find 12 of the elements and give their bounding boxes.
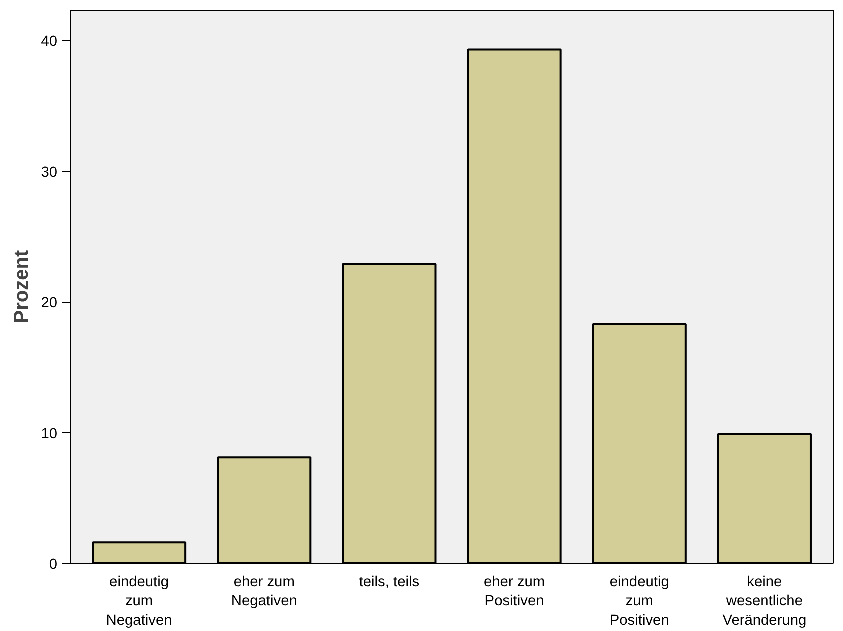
y-tick-label: 20 — [41, 296, 58, 312]
y-axis-title: Prozent — [11, 250, 34, 324]
x-tick-label: eher zum Negativen — [231, 574, 298, 610]
x-tick-label: eindeutig zum Positiven — [610, 574, 670, 629]
y-tick-label: 40 — [41, 34, 58, 50]
y-tick-label: 30 — [41, 164, 58, 181]
y-tick-label: 10 — [41, 426, 58, 442]
y-tick-label: 0 — [49, 557, 58, 573]
x-tick-label: eindeutig zum Negativen — [106, 574, 172, 629]
x-tick-label: teils, teils — [359, 574, 420, 590]
x-tick-label: keine wesentliche Veränderung — [722, 574, 807, 629]
x-tick-label: eher zum Positiven — [484, 574, 546, 610]
